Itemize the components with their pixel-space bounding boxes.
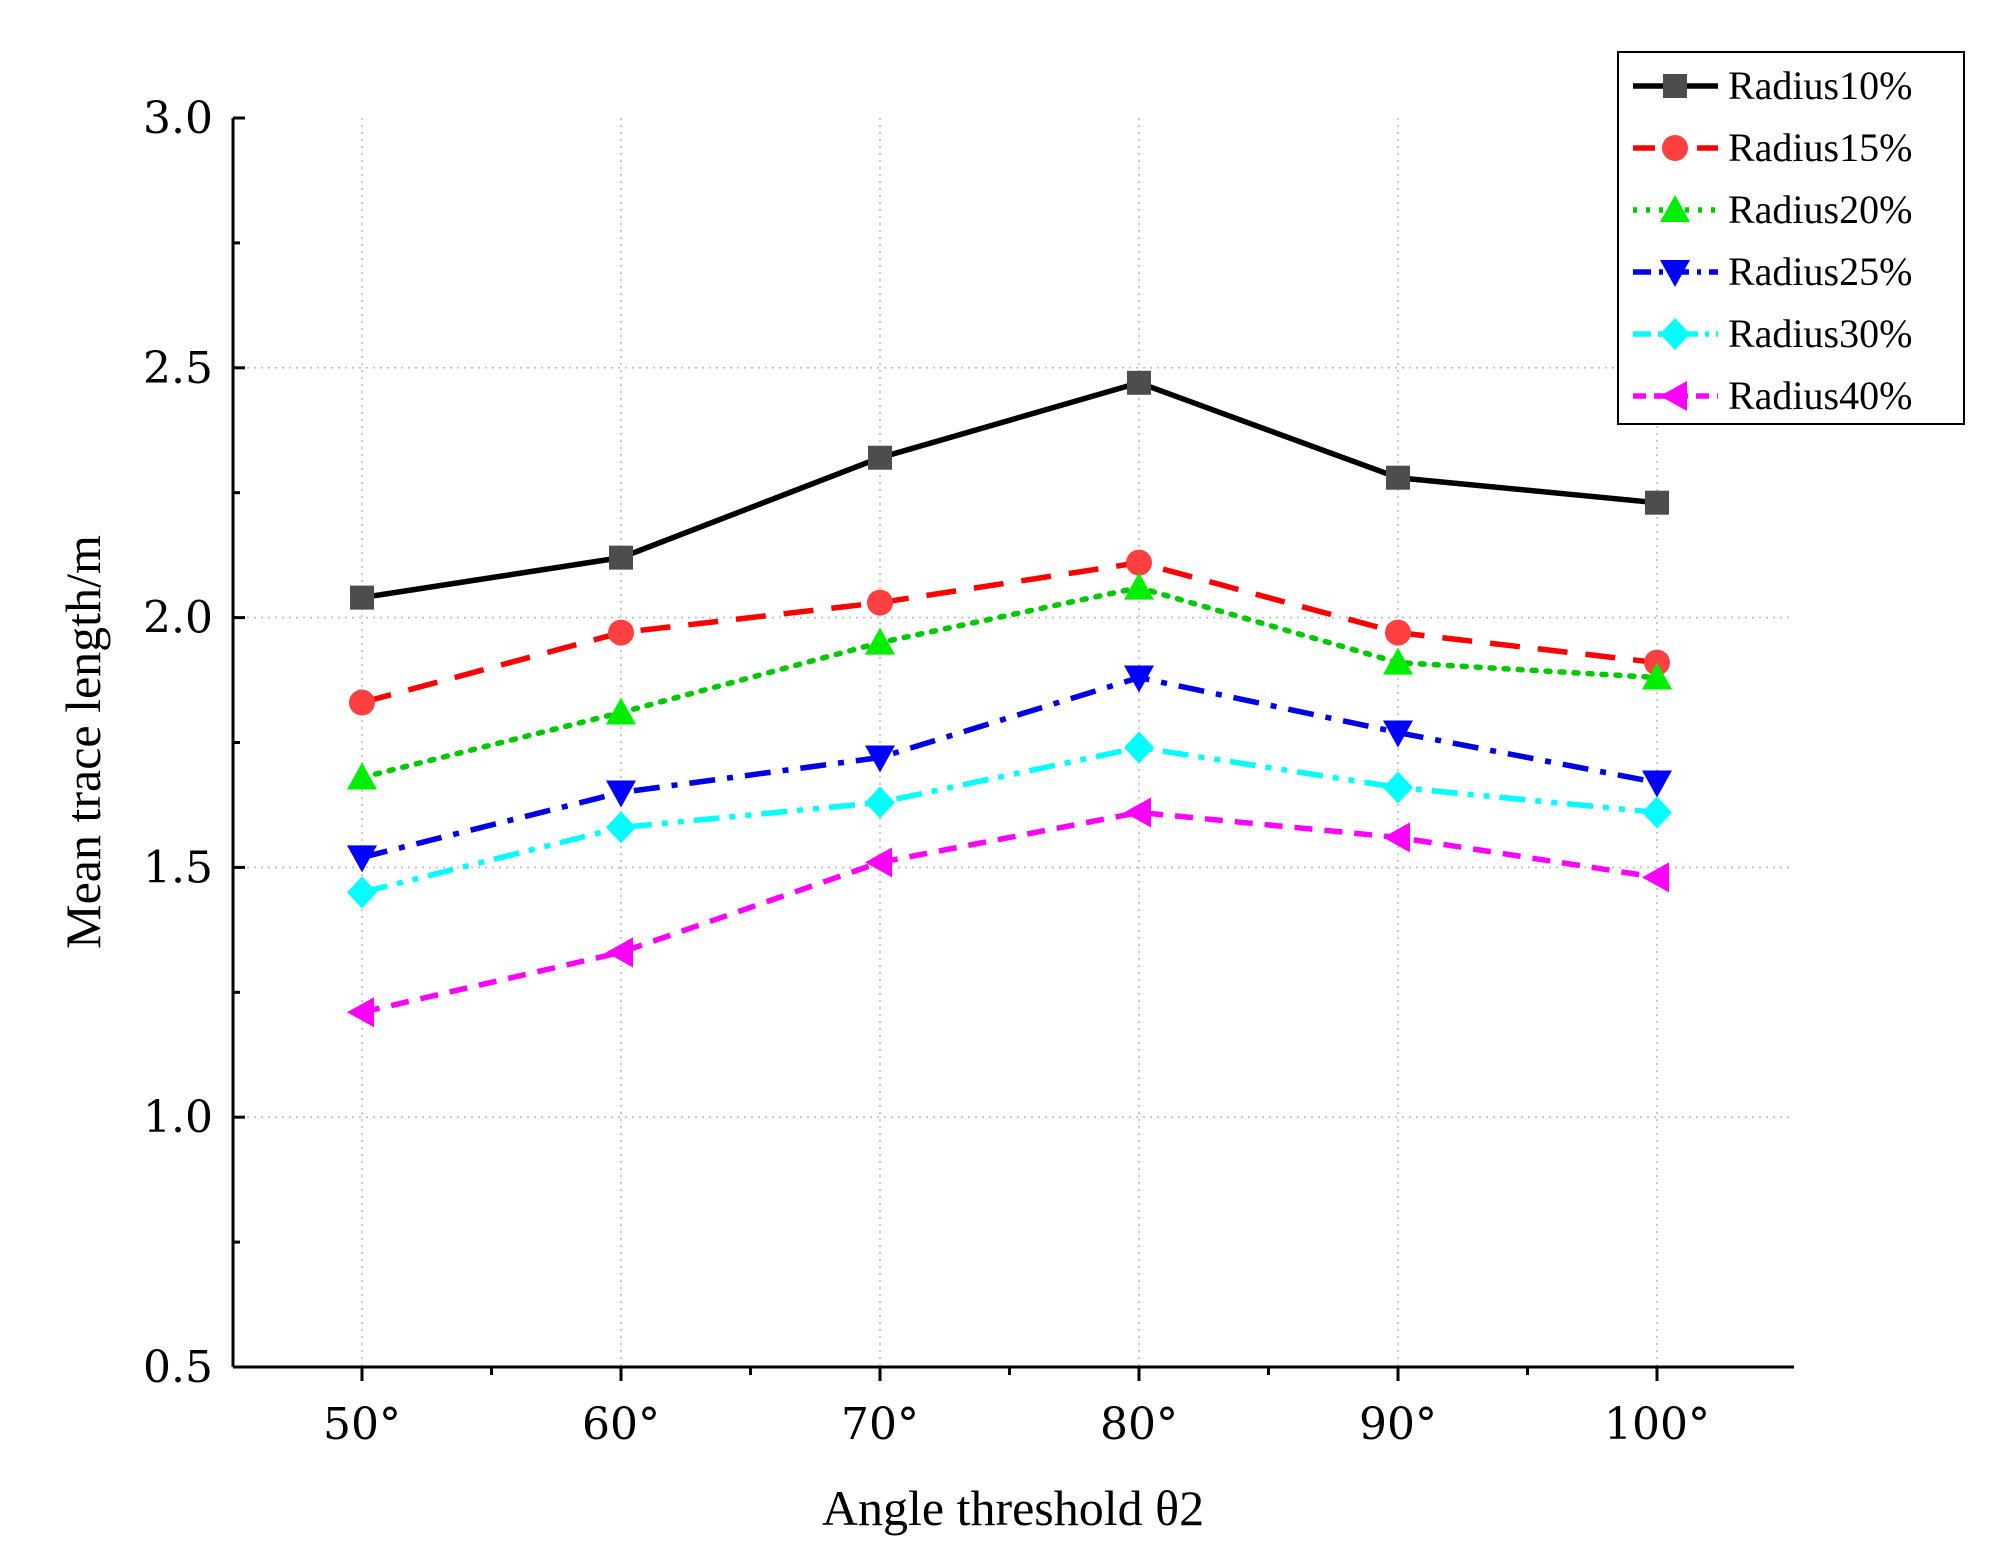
x-axis-title: Angle threshold θ2: [822, 1480, 1204, 1536]
data-point: [865, 786, 895, 819]
x-tick-label: 50°: [323, 1399, 401, 1450]
x-tick-label: 100°: [1604, 1399, 1710, 1450]
data-point: [1124, 731, 1154, 764]
data-point: [1642, 662, 1672, 690]
series-radius10-: [350, 370, 1669, 610]
data-point: [606, 780, 636, 808]
y-axis-title: Mean trace length/m: [55, 535, 111, 949]
y-tick-label: 1.0: [143, 1092, 213, 1143]
legend-box: [1617, 51, 1965, 425]
series-layer: [347, 370, 1672, 1028]
legend-marker: [1660, 318, 1690, 350]
data-point: [347, 845, 377, 873]
series-radius15-: [349, 549, 1670, 716]
legend-label: Radius40%: [1728, 373, 1912, 418]
data-point: [868, 445, 892, 470]
y-tick-label: 1.5: [143, 842, 213, 893]
data-point: [1645, 490, 1669, 515]
data-point: [350, 585, 374, 610]
data-point: [608, 619, 634, 646]
data-point: [347, 997, 374, 1028]
series-line: [359, 584, 1660, 781]
legend-label: Radius30%: [1728, 311, 1912, 356]
legend-label: Radius20%: [1728, 187, 1912, 232]
data-point: [1124, 797, 1151, 828]
data-point: [1383, 720, 1413, 748]
series-line: [361, 674, 1658, 861]
legend-marker: [1660, 381, 1687, 411]
series-radius30-: [347, 731, 1672, 909]
data-point: [347, 876, 377, 909]
data-point: [1383, 822, 1410, 853]
legend: Radius10% Radius15% Radius20% Radius25% Radi…: [1617, 51, 1965, 425]
data-point: [606, 811, 636, 844]
data-point: [1642, 770, 1672, 798]
data-point: [606, 937, 633, 968]
legend-marker: [1662, 135, 1688, 161]
data-point: [1386, 465, 1410, 490]
legend-label: Radius25%: [1728, 249, 1912, 294]
grid-layer: [233, 118, 1794, 1367]
legend-marker: [1660, 195, 1690, 222]
series-radius20-: [347, 572, 1672, 790]
data-point: [865, 627, 895, 655]
legend-label: Radius15%: [1728, 125, 1912, 170]
series-line: [361, 744, 1658, 896]
data-point: [349, 689, 375, 716]
y-tick-label: 3.0: [143, 93, 213, 144]
series-line: [361, 809, 1658, 1015]
x-tick-label: 60°: [582, 1399, 660, 1450]
data-point: [865, 847, 892, 878]
legend-label: Radius10%: [1728, 63, 1912, 108]
data-point: [1126, 549, 1152, 576]
data-point: [609, 545, 633, 570]
labels-layer: Angle threshold θ2 Mean trace length/m 0…: [55, 93, 1710, 1536]
data-point: [1124, 665, 1154, 693]
legend-marker: [1660, 260, 1690, 287]
y-tick-label: 2.0: [143, 593, 213, 644]
data-point: [347, 762, 377, 790]
y-tick-label: 0.5: [143, 1342, 213, 1393]
data-point: [1642, 862, 1669, 893]
series-line: [361, 380, 1658, 601]
data-point: [1383, 647, 1413, 675]
data-point: [1124, 572, 1154, 600]
x-tick-label: 80°: [1100, 1399, 1178, 1450]
axes-layer: [231, 116, 1794, 1381]
data-point: [1385, 619, 1411, 646]
data-point: [1383, 771, 1413, 804]
y-tick-label: 2.5: [143, 343, 213, 394]
legend-marker: [1663, 74, 1687, 98]
series-radius40-: [347, 797, 1669, 1028]
data-point: [867, 589, 893, 616]
data-point: [1642, 796, 1672, 829]
data-point: [865, 745, 895, 773]
data-point: [1127, 370, 1151, 395]
series-radius25-: [347, 665, 1672, 873]
x-tick-label: 90°: [1359, 1399, 1437, 1450]
series-line: [361, 559, 1658, 706]
x-tick-label: 70°: [841, 1399, 919, 1450]
data-point: [606, 697, 636, 725]
